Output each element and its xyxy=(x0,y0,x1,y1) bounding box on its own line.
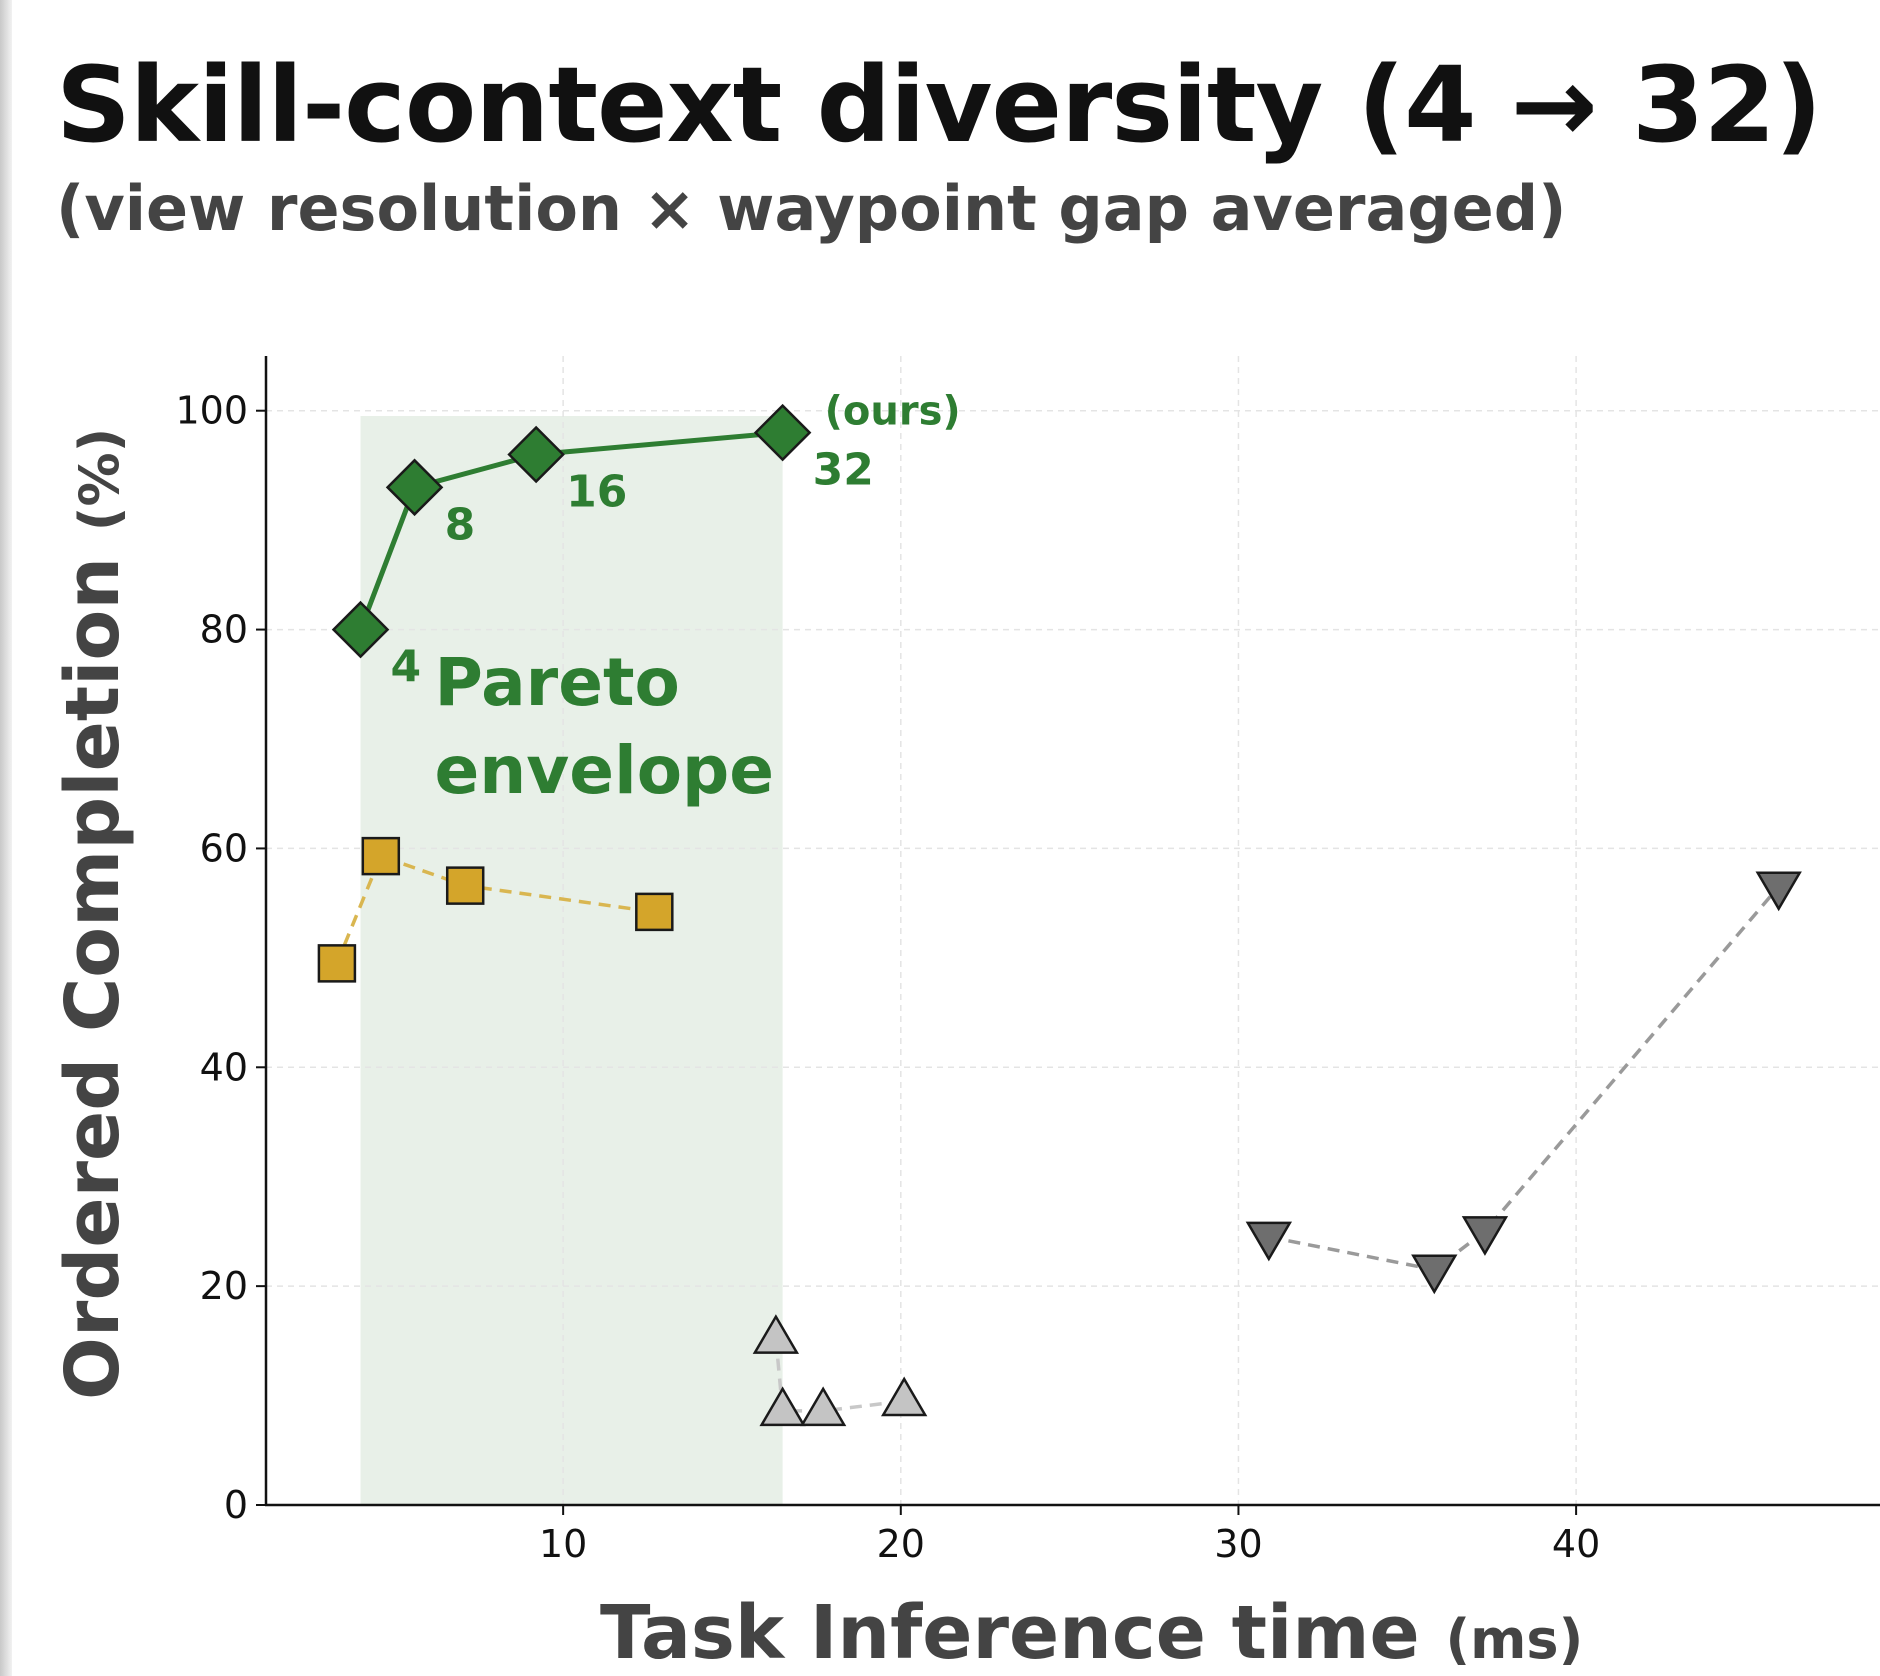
y-axis-label: Ordered Completion (%) xyxy=(50,428,136,1400)
y-tick-label: 100 xyxy=(175,389,248,433)
series-line-1 xyxy=(335,853,655,964)
triangle-down-marker xyxy=(1755,871,1802,912)
window-left-edge xyxy=(0,0,12,1676)
y-tick-label: 0 xyxy=(224,1483,248,1527)
y-tick-label: 20 xyxy=(200,1264,248,1308)
x-tick-label: 30 xyxy=(1214,1522,1262,1566)
triangle-down-marker xyxy=(1411,1254,1458,1295)
x-axis-label: Task Inference time (ms) xyxy=(600,1590,1583,1676)
ours-annotation: (ours) xyxy=(825,389,961,435)
diamond-marker xyxy=(385,458,444,517)
pareto-label-line1: Pareto xyxy=(435,644,680,721)
series-line-0 xyxy=(358,430,783,631)
triangle-up-marker xyxy=(880,1376,928,1417)
triangle-down-marker xyxy=(1461,1216,1509,1256)
y-tick-label: 60 xyxy=(200,826,248,870)
x-axis-label-text: Task Inference time xyxy=(600,1590,1420,1676)
pareto-label-line2: envelope xyxy=(435,732,775,809)
triangle-down-marker xyxy=(1245,1221,1293,1262)
series-line-3 xyxy=(1268,885,1781,1272)
triangle-up-marker xyxy=(752,1314,800,1354)
triangle-up-marker xyxy=(799,1386,847,1427)
pareto-region xyxy=(360,416,783,1505)
chart-title: Skill-context diversity (4 → 32) xyxy=(56,44,1822,166)
y-axis-label-text: Ordered Completion xyxy=(50,556,136,1400)
x-tick-label: 10 xyxy=(539,1522,587,1566)
point-label: 8 xyxy=(445,499,476,550)
point-label: 16 xyxy=(566,466,627,517)
diamond-marker xyxy=(753,403,812,462)
square-marker xyxy=(317,944,357,983)
y-tick-label: 40 xyxy=(200,1045,248,1089)
point-label: 4 xyxy=(391,642,422,693)
y-tick-label: 80 xyxy=(200,608,248,652)
y-axis-unit: (%) xyxy=(68,427,131,532)
square-marker xyxy=(361,836,401,876)
x-tick-label: 40 xyxy=(1552,1522,1600,1566)
diamond-marker xyxy=(507,425,565,484)
diamond-marker xyxy=(331,600,390,659)
triangle-up-marker xyxy=(759,1386,806,1427)
square-marker xyxy=(445,866,485,905)
point-label: 32 xyxy=(813,445,874,496)
chart-subtitle: (view resolution × waypoint gap averaged… xyxy=(56,172,1567,245)
x-tick-label: 20 xyxy=(877,1522,925,1566)
square-marker xyxy=(635,892,674,932)
x-axis-unit: (ms) xyxy=(1445,1608,1584,1671)
